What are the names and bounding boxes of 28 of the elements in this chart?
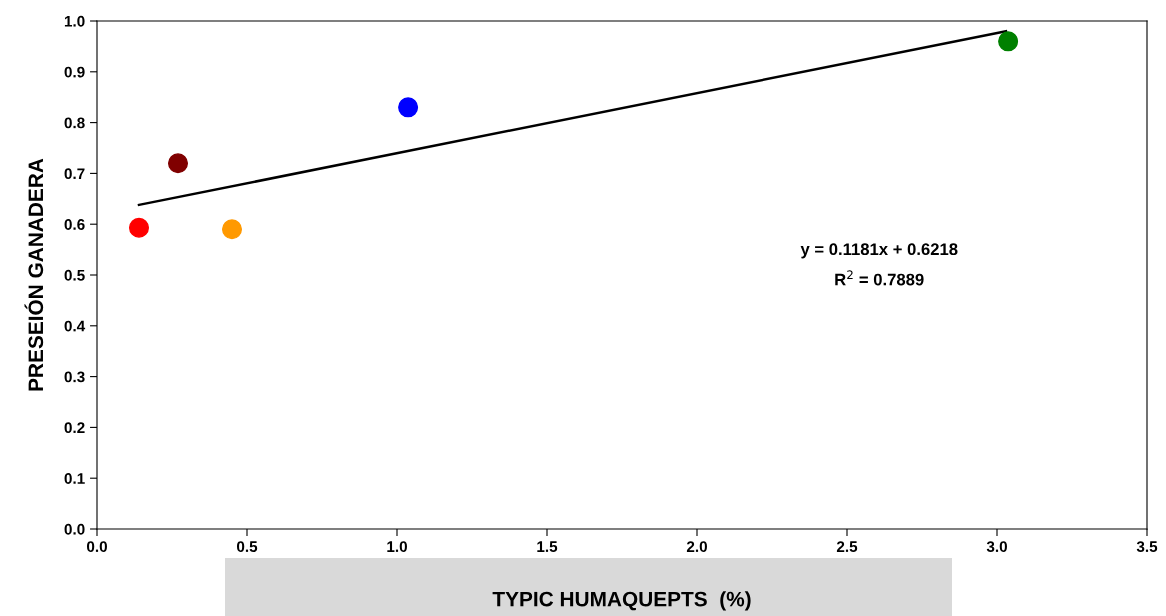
x-tick-label: 1.0 — [387, 541, 407, 553]
y-tick-label: 1.0 — [64, 15, 85, 27]
y-tick-label: 0.2 — [64, 422, 85, 434]
y-tick-label: 0.7 — [64, 168, 85, 180]
point — [167, 153, 189, 174]
x-tick-label: 3.5 — [1136, 541, 1158, 553]
x-tick-label: 3.0 — [986, 541, 1007, 553]
x-tick-label: 1.5 — [537, 541, 558, 553]
x-tick-label: 0.5 — [236, 541, 258, 553]
point — [221, 219, 243, 240]
point — [398, 97, 419, 118]
y-tick-label: 0.4 — [64, 320, 86, 332]
point — [998, 31, 1019, 52]
x-tick-label: 0.0 — [86, 541, 107, 553]
annotation: y = 0.1181x + 0.6218 — [800, 243, 958, 259]
y-tick-label: 0.8 — [64, 117, 85, 129]
y-tick-label: 0.1 — [64, 473, 85, 484]
y-tick-label: 0.0 — [64, 523, 85, 535]
annotation: R$^{2}$ = 0.7889 — [835, 270, 924, 286]
x-tick-label: 2.0 — [686, 541, 707, 553]
y-tick-label: 0.9 — [64, 66, 85, 78]
y-tick-label: 0.6 — [64, 219, 85, 230]
y-tick-label: 0.5 — [64, 269, 85, 281]
y-tick-label: 0.3 — [64, 371, 85, 383]
y-axis-title: PRESEIÓN GANADERA — [24, 158, 44, 391]
x-tick-label: 2.5 — [836, 541, 858, 553]
point — [128, 217, 150, 238]
x-axis-title: TYPIC HUMAQUEPTS (%) — [492, 591, 751, 611]
